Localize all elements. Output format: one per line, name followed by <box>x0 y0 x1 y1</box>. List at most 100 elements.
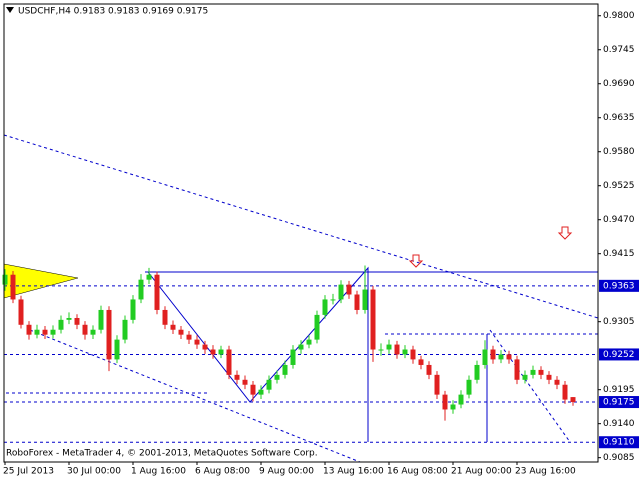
candle-body <box>202 344 208 350</box>
candle-body <box>42 329 48 335</box>
candle-body <box>66 317 72 320</box>
candle-body <box>114 339 120 360</box>
y-tick-label: 0.9415 <box>603 249 635 259</box>
candle-body <box>546 374 552 380</box>
level-label: 0.9252 <box>603 350 635 360</box>
level-label-box <box>599 396 639 409</box>
candle-body <box>354 294 360 310</box>
candle-body <box>90 329 96 335</box>
candle-body <box>458 394 464 405</box>
candle-body <box>34 329 40 335</box>
candle-body <box>378 349 384 351</box>
candle-body <box>146 274 152 280</box>
candle-body <box>362 289 368 310</box>
candle-body <box>538 369 544 375</box>
x-tick-label: 23 Aug 16:00 <box>515 467 576 477</box>
axes: 0.9800 0.9745 0.9690 0.9635 0.9580 0.9525 0.94… <box>3 11 639 477</box>
candle-body <box>322 299 328 315</box>
candle-body <box>482 349 488 365</box>
candle-body <box>98 309 104 330</box>
candle-body <box>154 274 160 310</box>
candle-body <box>314 314 320 340</box>
candle-body <box>338 284 344 300</box>
y-tick-label: 0.9580 <box>603 147 635 157</box>
candle-body <box>370 289 376 350</box>
candle-body <box>562 384 568 400</box>
x-tick-label: 25 Jul 2013 <box>3 467 54 477</box>
x-tick-label: 16 Aug 08:00 <box>387 467 448 477</box>
candle-body <box>218 349 224 355</box>
level-label-box <box>599 348 639 361</box>
y-tick-label: 0.9195 <box>603 385 635 395</box>
level-label-box <box>599 279 639 292</box>
candle-body <box>442 394 448 410</box>
candle-body <box>570 397 576 403</box>
candle-body <box>330 299 336 301</box>
candle-body <box>210 349 216 355</box>
candle-body <box>138 279 144 300</box>
candle-body <box>554 379 560 385</box>
candle-body <box>122 319 128 340</box>
candle-body <box>50 329 56 335</box>
candle-body <box>282 364 288 375</box>
candle-body <box>394 344 400 355</box>
footer: RoboForex - MetaTrader 4, © 2001-2013, M… <box>6 449 318 459</box>
candle-body <box>74 317 80 325</box>
candle-body <box>82 324 88 335</box>
candle-body <box>170 324 176 330</box>
candle-body <box>250 384 256 395</box>
trend-line <box>3 134 599 319</box>
candle-body <box>106 309 112 360</box>
candle-body <box>26 324 32 335</box>
y-tick-label: 0.9745 <box>603 45 635 55</box>
chart-title: USDCHF,H4 0.9183 0.9183 0.9169 0.9175 <box>18 7 208 17</box>
candle-body <box>498 354 504 360</box>
candle-body <box>386 344 392 350</box>
candle-body <box>162 309 168 325</box>
candle-body <box>2 274 8 285</box>
y-tick-label: 0.9470 <box>603 215 635 225</box>
candle-body <box>266 379 272 390</box>
candle-body <box>466 379 472 395</box>
y-tick-label: 0.9140 <box>603 419 635 429</box>
candle-body <box>18 299 24 325</box>
candle-body <box>418 359 424 365</box>
level-label: 0.9363 <box>603 281 635 291</box>
candle-body <box>178 329 184 335</box>
menu-arrow <box>6 7 14 13</box>
trend-line <box>29 329 361 463</box>
candle-body <box>522 374 528 380</box>
y-tick-label: 0.9800 <box>603 11 635 21</box>
candle-body <box>530 369 536 375</box>
candle-body <box>242 379 248 385</box>
x-tick-label: 21 Aug 00:00 <box>451 467 512 477</box>
candle-body <box>130 299 136 320</box>
candle-body <box>426 364 432 375</box>
level-label: 0.9110 <box>603 438 635 448</box>
y-tick-label: 0.9305 <box>603 317 635 327</box>
candle-body <box>450 404 456 410</box>
y-tick-label: 0.9690 <box>603 79 635 89</box>
candle-body <box>490 349 496 360</box>
candle-body <box>474 364 480 380</box>
candle-body <box>434 374 440 395</box>
candle-body <box>194 339 200 345</box>
candle-body <box>346 284 352 295</box>
candle-body <box>298 344 304 350</box>
candles <box>2 265 576 421</box>
candle-body <box>290 349 296 365</box>
candle-body <box>186 334 192 340</box>
x-tick-label: 6 Aug 08:00 <box>195 467 250 477</box>
sell-arrow <box>408 254 424 268</box>
level-label-box <box>599 436 639 449</box>
plot-frame <box>3 3 599 463</box>
x-tick-label: 1 Aug 16:00 <box>131 467 186 477</box>
y-tick-label: 0.9085 <box>603 453 635 463</box>
candle-body <box>410 349 416 360</box>
x-tick-label: 13 Aug 16:00 <box>323 467 384 477</box>
candle-body <box>234 374 240 380</box>
candle-body <box>10 274 16 300</box>
candle-body <box>274 374 280 380</box>
trend-line <box>489 329 571 443</box>
